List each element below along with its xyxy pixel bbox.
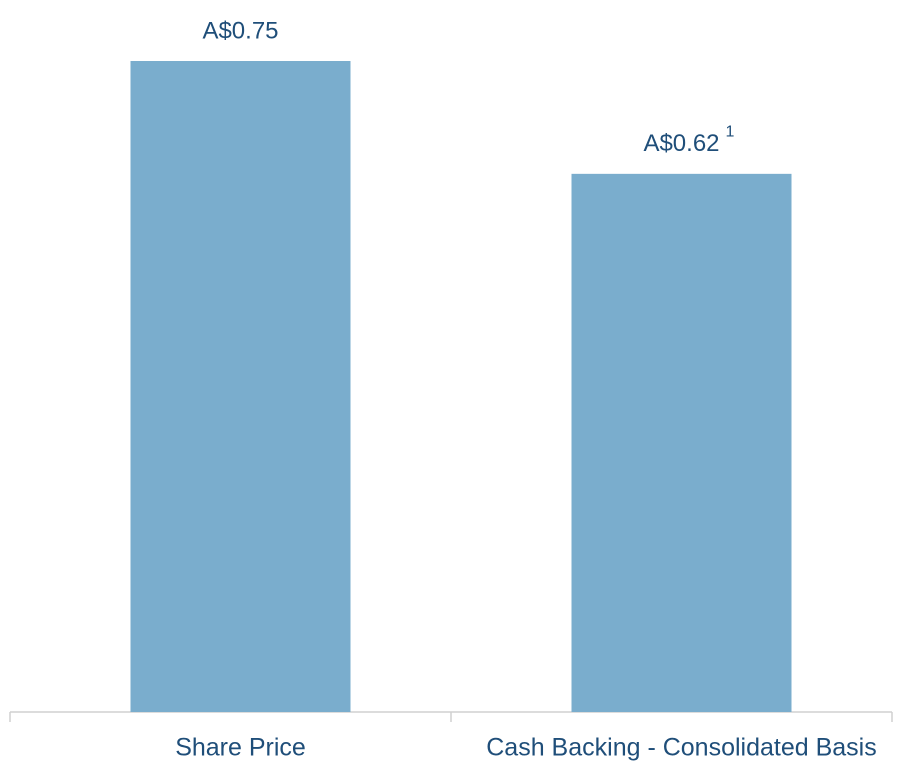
value-label: A$0.62 xyxy=(643,130,719,157)
x-tick-label: Cash Backing - Consolidated Basis xyxy=(486,734,876,762)
bar xyxy=(571,173,792,713)
x-tick-label: Share Price xyxy=(175,734,306,762)
footnote-marker: 1 xyxy=(726,123,735,140)
x-axis xyxy=(9,711,893,722)
value-label: A$0.75 xyxy=(202,17,278,44)
bar xyxy=(130,61,351,712)
